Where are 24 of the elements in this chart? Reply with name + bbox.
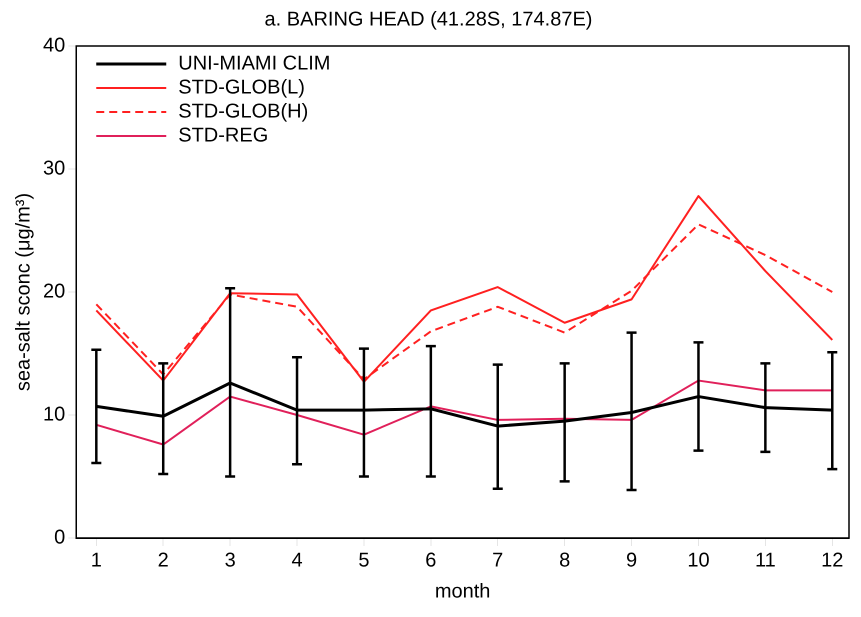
y-tick-label: 10 <box>42 404 66 426</box>
y-axis-title: sea-salt sconc (μg/m³) <box>12 192 35 392</box>
x-tick-label: 11 <box>754 550 776 572</box>
y-tick-label: 30 <box>42 158 66 180</box>
x-tick-label: 8 <box>559 550 570 572</box>
y-tick-label: 0 <box>54 526 66 549</box>
x-tick-label: 10 <box>687 550 710 572</box>
legend-label: STD-GLOB(H) <box>178 100 308 123</box>
x-tick-label: 2 <box>158 550 169 572</box>
y-tick-label: 20 <box>42 280 66 303</box>
x-axis-title: month <box>434 580 490 603</box>
x-tick-label: 4 <box>291 550 303 572</box>
legend-label: STD-REG <box>178 124 268 147</box>
y-tick-label: 40 <box>42 34 66 57</box>
legend-label: STD-GLOB(L) <box>178 76 305 99</box>
chart-title: a. BARING HEAD (41.28S, 174.87E) <box>264 8 592 31</box>
x-tick-label: 1 <box>90 550 102 572</box>
legend-label: UNI-MIAMI CLIM <box>178 52 330 75</box>
x-tick-label: 9 <box>626 550 638 572</box>
x-tick-label: 12 <box>821 550 844 572</box>
x-tick-label: 6 <box>425 550 436 572</box>
x-tick-label: 3 <box>224 550 236 572</box>
x-tick-label: 5 <box>358 550 370 572</box>
x-tick-label: 7 <box>492 550 504 572</box>
